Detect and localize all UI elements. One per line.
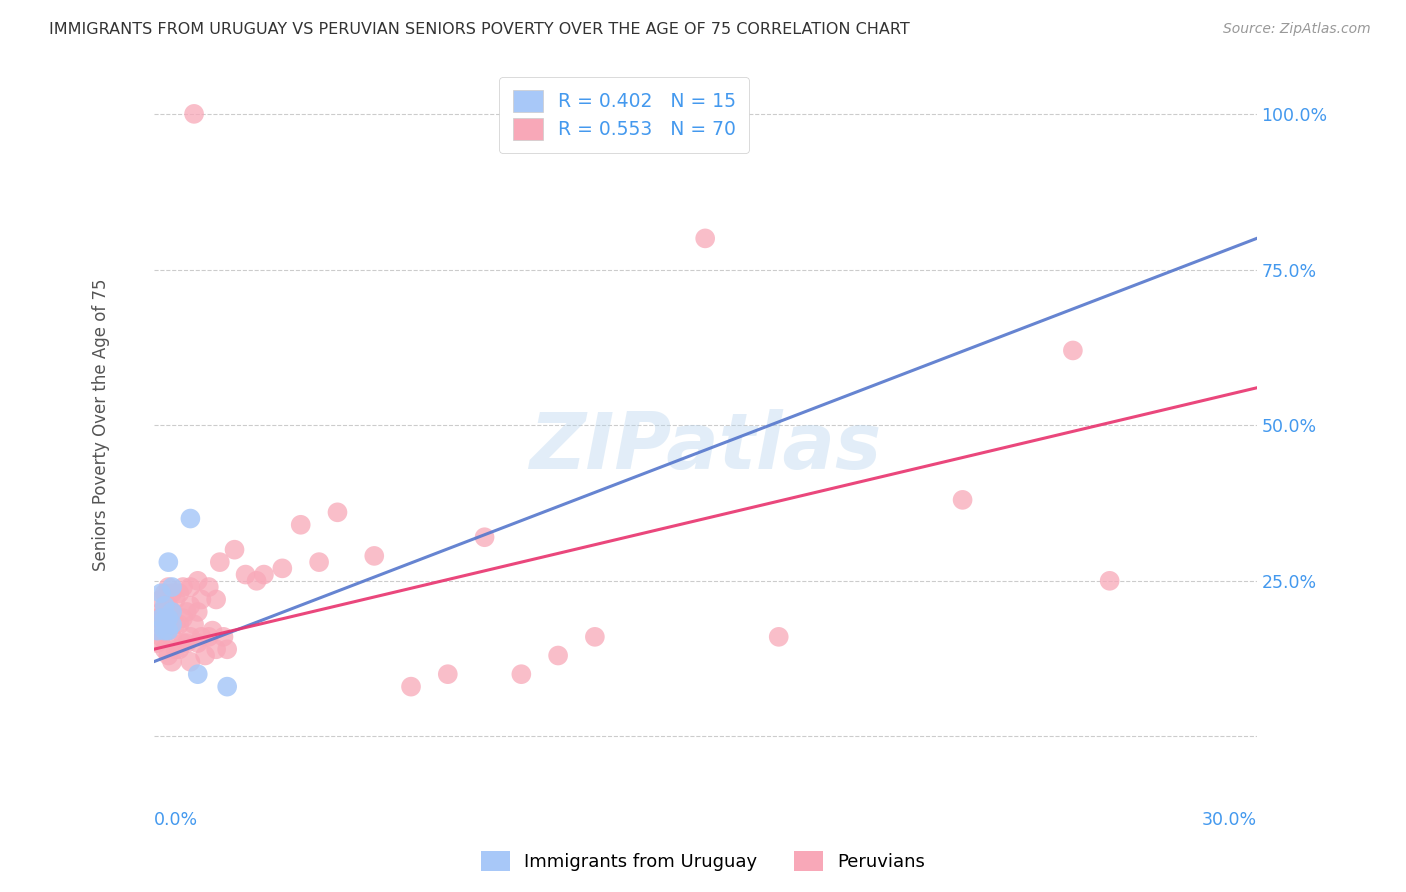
Point (165, 642, 187, 657)
Point (150, 592, 173, 607)
Point (157, 624, 180, 638)
Point (187, 636, 209, 650)
Point (212, 630, 235, 644)
Point (245, 574, 267, 588)
Point (179, 655, 201, 669)
Point (197, 580, 219, 594)
Point (952, 492, 974, 507)
Point (208, 555, 231, 569)
Point (205, 642, 228, 657)
Point (160, 586, 183, 600)
Point (165, 617, 187, 632)
Point (183, 617, 205, 632)
Point (399, 680, 422, 694)
Point (271, 561, 294, 575)
Point (1098, 574, 1121, 588)
Point (768, 630, 790, 644)
Point (157, 599, 180, 613)
Point (176, 636, 198, 650)
Point (474, 530, 496, 544)
Point (547, 648, 569, 663)
Point (176, 605, 198, 619)
Point (160, 580, 183, 594)
Point (146, 611, 169, 625)
Point (160, 605, 183, 619)
Point (217, 642, 239, 657)
Point (157, 580, 180, 594)
Point (153, 605, 176, 619)
Point (201, 624, 224, 638)
Point (153, 599, 176, 613)
Point (224, 542, 246, 557)
Point (179, 599, 201, 613)
Point (436, 667, 458, 681)
Point (153, 586, 176, 600)
Point (169, 617, 191, 632)
Point (326, 505, 349, 519)
Point (363, 549, 385, 563)
Point (153, 611, 176, 625)
Point (160, 655, 183, 669)
Text: 30.0%: 30.0% (1202, 811, 1257, 830)
Point (150, 617, 173, 632)
Point (172, 580, 194, 594)
Point (172, 636, 194, 650)
Text: Source: ZipAtlas.com: Source: ZipAtlas.com (1223, 22, 1371, 37)
Point (169, 586, 191, 600)
Point (146, 636, 169, 650)
Point (217, 680, 239, 694)
Point (235, 567, 257, 582)
Point (179, 511, 201, 525)
Point (169, 642, 191, 657)
Point (187, 574, 209, 588)
Point (179, 580, 201, 594)
Point (150, 611, 173, 625)
Point (157, 648, 180, 663)
Text: Seniors Poverty Over the Age of 75: Seniors Poverty Over the Age of 75 (91, 279, 110, 572)
Point (308, 555, 330, 569)
Point (172, 611, 194, 625)
Point (157, 624, 180, 638)
Point (190, 592, 212, 607)
Point (695, 231, 717, 245)
Point (183, 107, 205, 121)
Point (510, 667, 533, 681)
Point (150, 630, 173, 644)
Point (197, 630, 219, 644)
Text: IMMIGRANTS FROM URUGUAY VS PERUVIAN SENIORS POVERTY OVER THE AGE OF 75 CORRELATI: IMMIGRANTS FROM URUGUAY VS PERUVIAN SENI… (49, 22, 910, 37)
Point (160, 630, 183, 644)
Point (153, 642, 176, 657)
Point (187, 605, 209, 619)
Text: 0.0%: 0.0% (153, 811, 198, 830)
Point (153, 624, 176, 638)
Point (157, 555, 180, 569)
Point (160, 605, 183, 619)
Point (583, 630, 606, 644)
Point (179, 630, 201, 644)
Legend: Immigrants from Uruguay, Peruvians: Immigrants from Uruguay, Peruvians (474, 844, 932, 879)
Point (146, 624, 169, 638)
Point (150, 605, 173, 619)
Point (150, 586, 173, 600)
Point (157, 611, 180, 625)
Legend: R = 0.402   N = 15, R = 0.553   N = 70: R = 0.402 N = 15, R = 0.553 N = 70 (499, 77, 749, 153)
Point (205, 592, 228, 607)
Point (190, 630, 212, 644)
Point (157, 611, 180, 625)
Point (290, 517, 312, 532)
Point (153, 624, 176, 638)
Point (253, 567, 276, 582)
Point (165, 592, 187, 607)
Point (160, 617, 183, 632)
Point (194, 648, 217, 663)
Point (1062, 343, 1084, 358)
Text: ZIPatlas: ZIPatlas (529, 409, 882, 485)
Point (187, 667, 209, 681)
